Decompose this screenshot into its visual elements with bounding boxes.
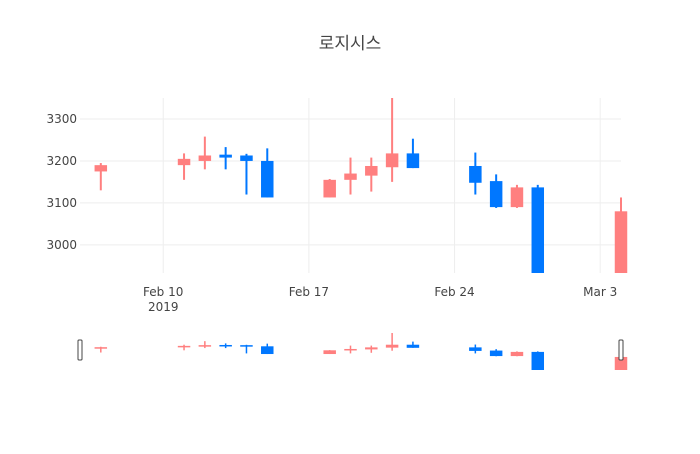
slider-candle-body	[198, 345, 212, 347]
slider-candle-body	[469, 347, 482, 351]
range-slider[interactable]	[77, 333, 628, 370]
x-tick-label: Feb 24	[434, 285, 474, 299]
slider-candle	[344, 345, 357, 354]
slider-candle	[198, 341, 212, 349]
range-slider-candles	[94, 333, 628, 370]
candle-body	[344, 173, 357, 180]
slider-candle	[531, 351, 545, 370]
slider-candle-body	[177, 345, 191, 348]
slider-candle	[510, 351, 524, 357]
slider-candle-body	[406, 344, 420, 348]
candle-increasing[interactable]	[198, 136, 212, 170]
slider-candle-body	[219, 344, 232, 347]
slider-candle-body	[261, 346, 274, 355]
candle-body	[94, 165, 108, 172]
slider-candle	[240, 344, 253, 354]
x-tick-label: Mar 3	[583, 285, 617, 299]
y-tick-label: 3100	[46, 196, 77, 210]
candle-body	[198, 155, 212, 161]
candle-body	[510, 187, 524, 208]
candle-body	[240, 155, 253, 161]
candle-body	[489, 181, 503, 208]
candle-decreasing[interactable]	[469, 152, 482, 195]
slider-candle-body	[365, 347, 378, 350]
candle-decreasing[interactable]	[489, 174, 503, 208]
slider-candle-body	[323, 350, 336, 355]
slider-candle-body	[614, 356, 628, 370]
range-slider-right-handle[interactable]	[618, 339, 624, 361]
candle-body	[531, 187, 545, 273]
candle-body	[177, 158, 191, 166]
slider-candle	[94, 346, 108, 353]
y-tick-label: 3300	[46, 112, 77, 126]
y-tick-label: 3200	[46, 154, 77, 168]
slider-candle	[261, 343, 274, 355]
x-tick-label: Feb 10	[143, 285, 183, 299]
slider-candle	[406, 341, 420, 348]
candle-increasing[interactable]	[177, 153, 191, 180]
candle-increasing[interactable]	[344, 157, 357, 195]
candle-increasing[interactable]	[614, 197, 628, 273]
candle-decreasing[interactable]	[219, 147, 232, 170]
slider-candle	[385, 333, 399, 351]
x-tick-sublabel: 2019	[148, 300, 179, 314]
slider-candle	[469, 344, 482, 354]
candle-increasing[interactable]	[365, 157, 378, 192]
slider-candle-body	[385, 344, 399, 348]
slider-candle-body	[344, 348, 357, 351]
slider-candle-body	[240, 345, 253, 347]
candle-increasing[interactable]	[94, 163, 108, 191]
candle-body	[385, 153, 399, 168]
slider-candle-body	[531, 351, 545, 370]
slider-candle	[219, 343, 232, 349]
x-tick-label: Feb 17	[289, 285, 329, 299]
candle-body	[469, 165, 482, 183]
slider-candle	[365, 345, 378, 353]
candle-body	[219, 154, 232, 158]
candle-decreasing[interactable]	[240, 153, 253, 195]
candle-body	[323, 179, 336, 198]
candle-body	[614, 211, 628, 273]
candle-decreasing[interactable]	[261, 148, 274, 198]
candle-body	[261, 160, 274, 198]
y-axis: 3000 3100 3200 3300	[46, 112, 77, 252]
y-tick-label: 3000	[46, 238, 77, 252]
slider-candle	[489, 349, 503, 357]
candle-body	[406, 153, 420, 169]
candle-increasing[interactable]	[323, 178, 336, 198]
candle-decreasing[interactable]	[406, 138, 420, 169]
candles	[94, 98, 628, 273]
candle-increasing[interactable]	[385, 98, 399, 182]
candle-body	[365, 165, 378, 176]
slider-candle	[177, 344, 191, 351]
slider-candle-body	[510, 351, 524, 357]
slider-candle-body	[94, 347, 108, 349]
chart-title: 로지시스	[319, 34, 382, 54]
range-slider-left-handle[interactable]	[77, 339, 83, 361]
slider-candle-body	[489, 350, 503, 357]
candle-increasing[interactable]	[510, 184, 524, 208]
slider-candle	[323, 350, 336, 355]
candle-decreasing[interactable]	[531, 184, 545, 273]
